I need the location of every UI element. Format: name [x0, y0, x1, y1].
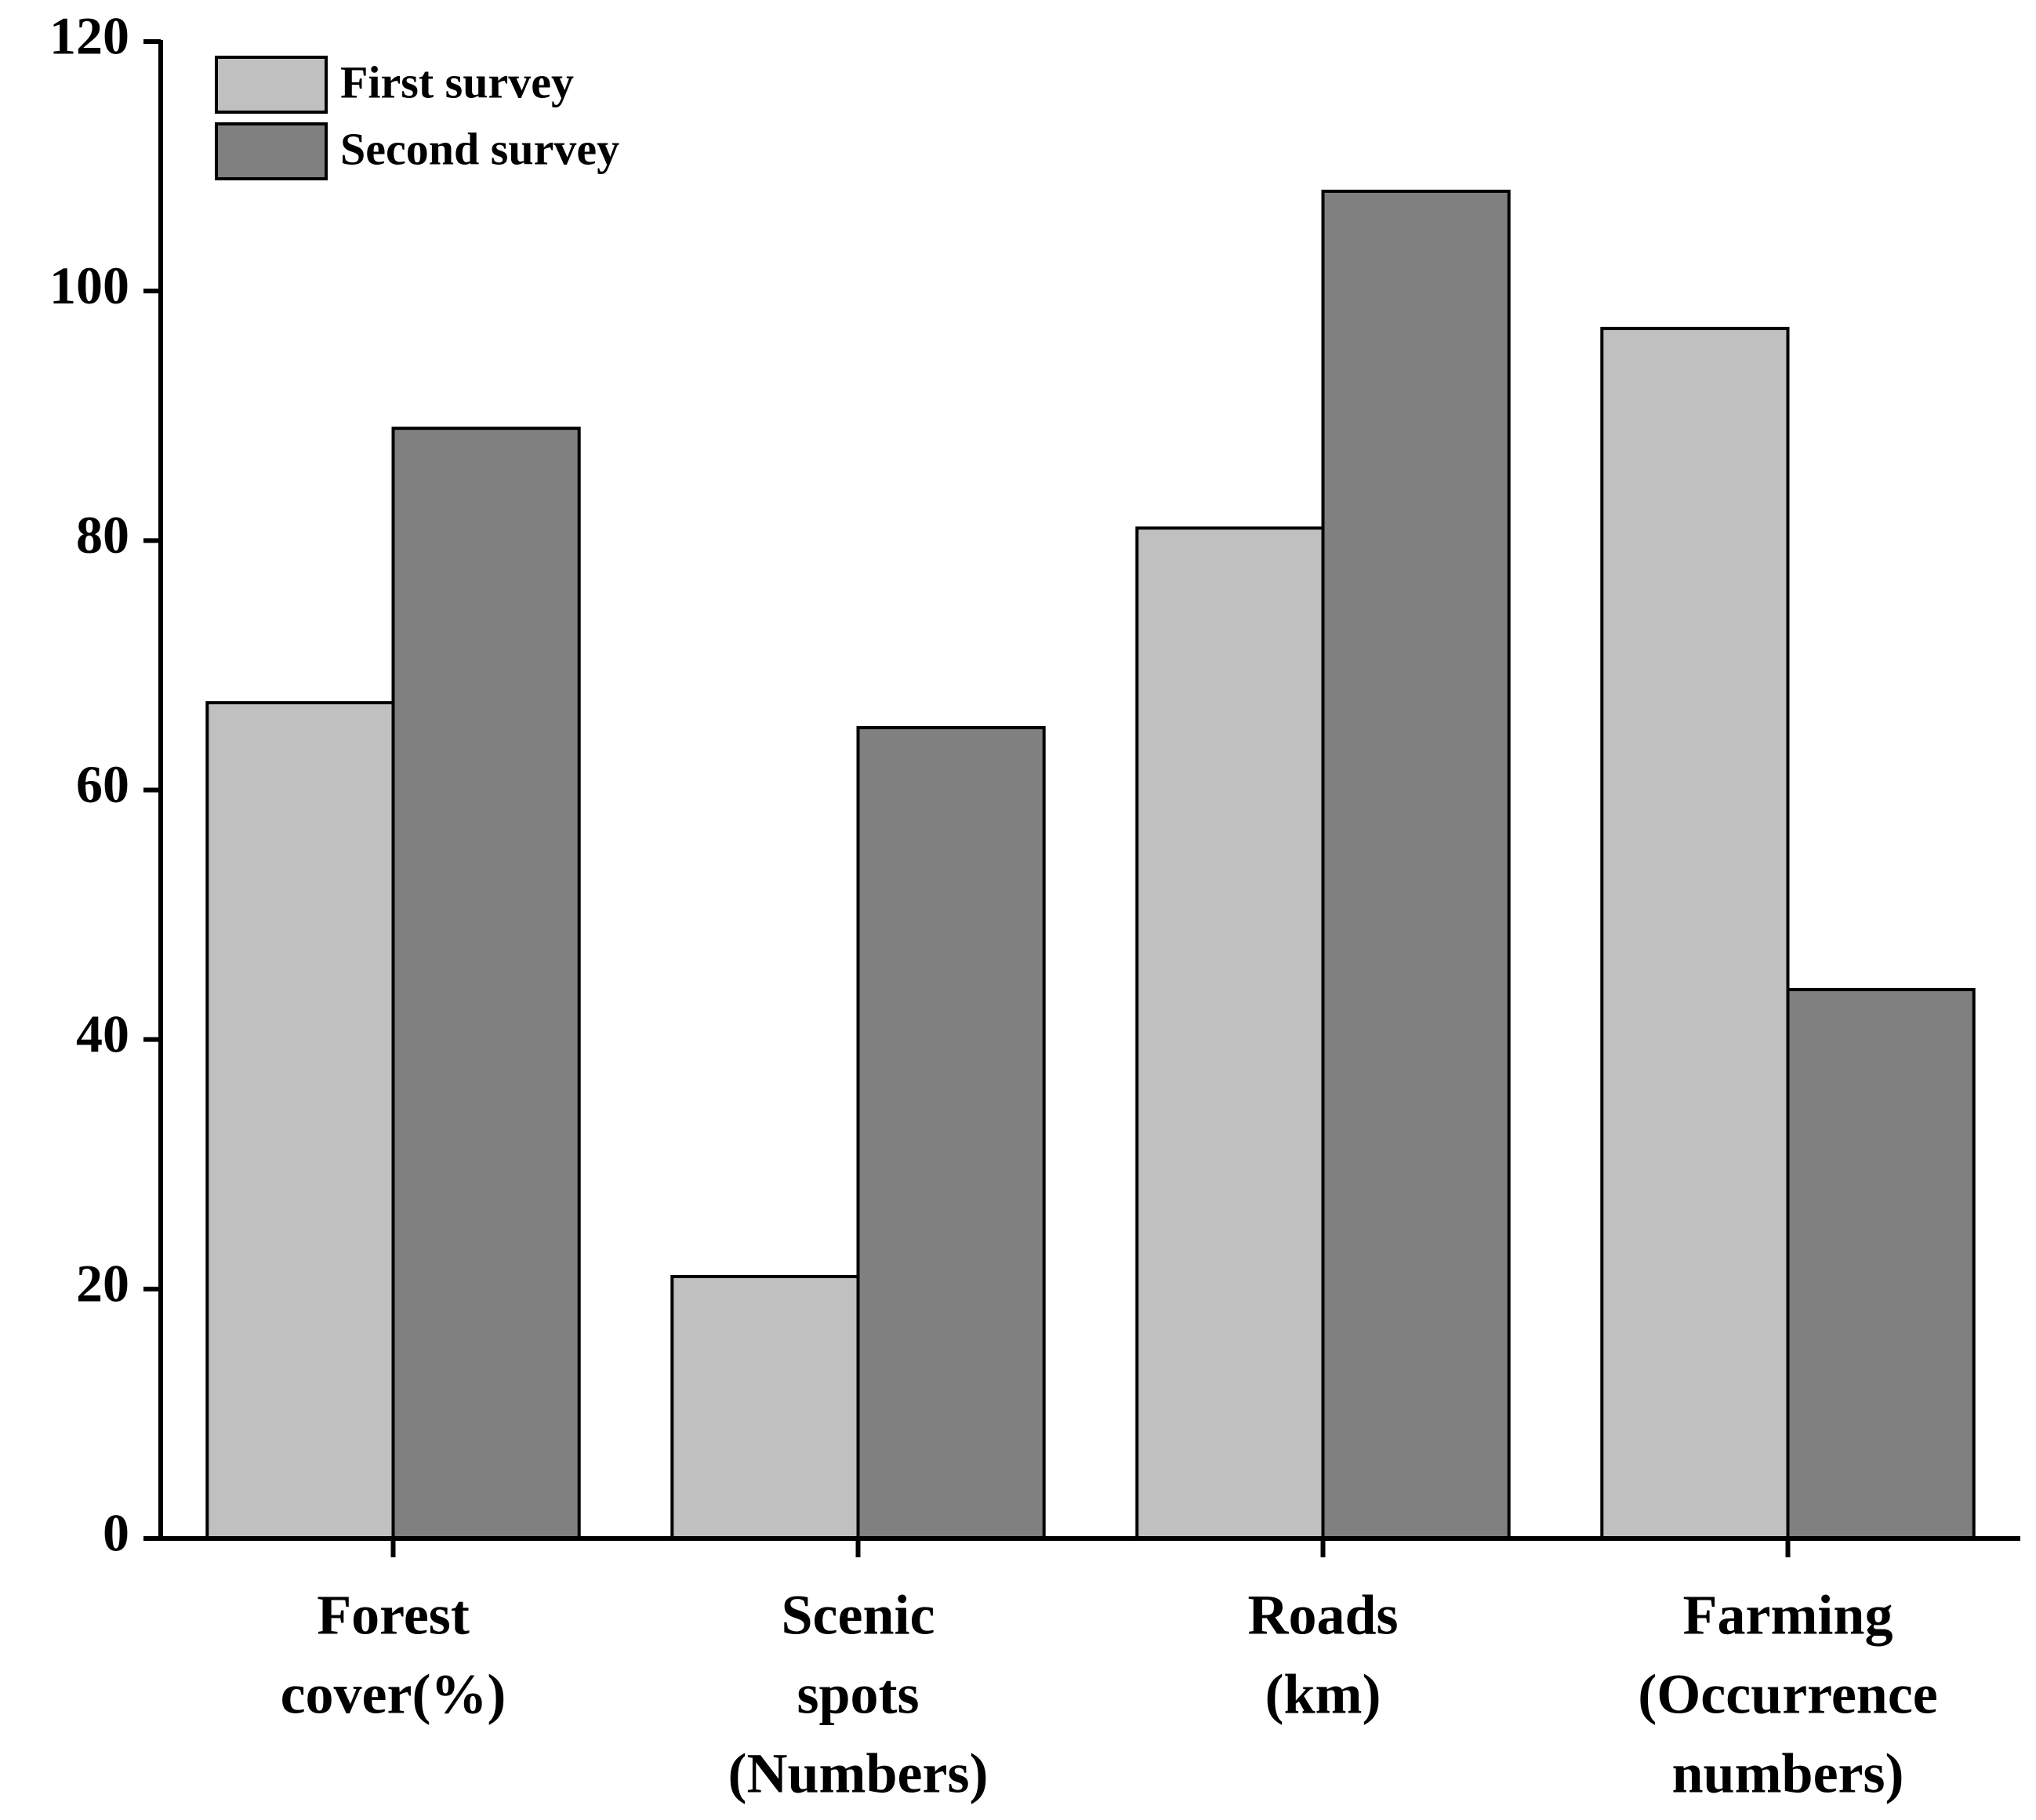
- x-tick-label: (Numbers): [728, 1742, 989, 1805]
- legend-label: Second survey: [340, 123, 619, 174]
- x-tick-label: numbers): [1671, 1742, 1904, 1805]
- bar: [1321, 189, 1511, 1540]
- y-tick-label: 0: [103, 1503, 129, 1563]
- y-tick-label: 20: [76, 1253, 129, 1313]
- bar: [1600, 326, 1790, 1540]
- x-tick-label: Farming: [1683, 1584, 1893, 1647]
- bar: [1786, 988, 1976, 1540]
- x-tick-label: (Occurrence: [1638, 1663, 1937, 1726]
- bar: [205, 701, 395, 1540]
- x-tick-label: spots: [797, 1663, 919, 1726]
- y-tick-label: 80: [76, 505, 129, 565]
- x-tick-label: cover(%): [281, 1663, 506, 1726]
- x-tick-label: Roads: [1247, 1584, 1398, 1647]
- x-tick-label: (km): [1265, 1663, 1381, 1726]
- y-tick-label: 100: [49, 256, 129, 315]
- bar: [1135, 526, 1325, 1540]
- bar: [391, 427, 581, 1540]
- y-tick-label: 40: [76, 1004, 129, 1063]
- legend-swatch: [215, 122, 328, 180]
- y-tick-label: 120: [49, 6, 129, 66]
- bar: [670, 1274, 860, 1541]
- legend-swatch: [215, 56, 328, 114]
- y-tick-label: 60: [76, 754, 129, 814]
- legend-label: First survey: [340, 56, 574, 107]
- bar: [856, 725, 1046, 1540]
- x-tick-label: Forest: [317, 1584, 470, 1647]
- x-tick-label: Scenic: [782, 1584, 935, 1647]
